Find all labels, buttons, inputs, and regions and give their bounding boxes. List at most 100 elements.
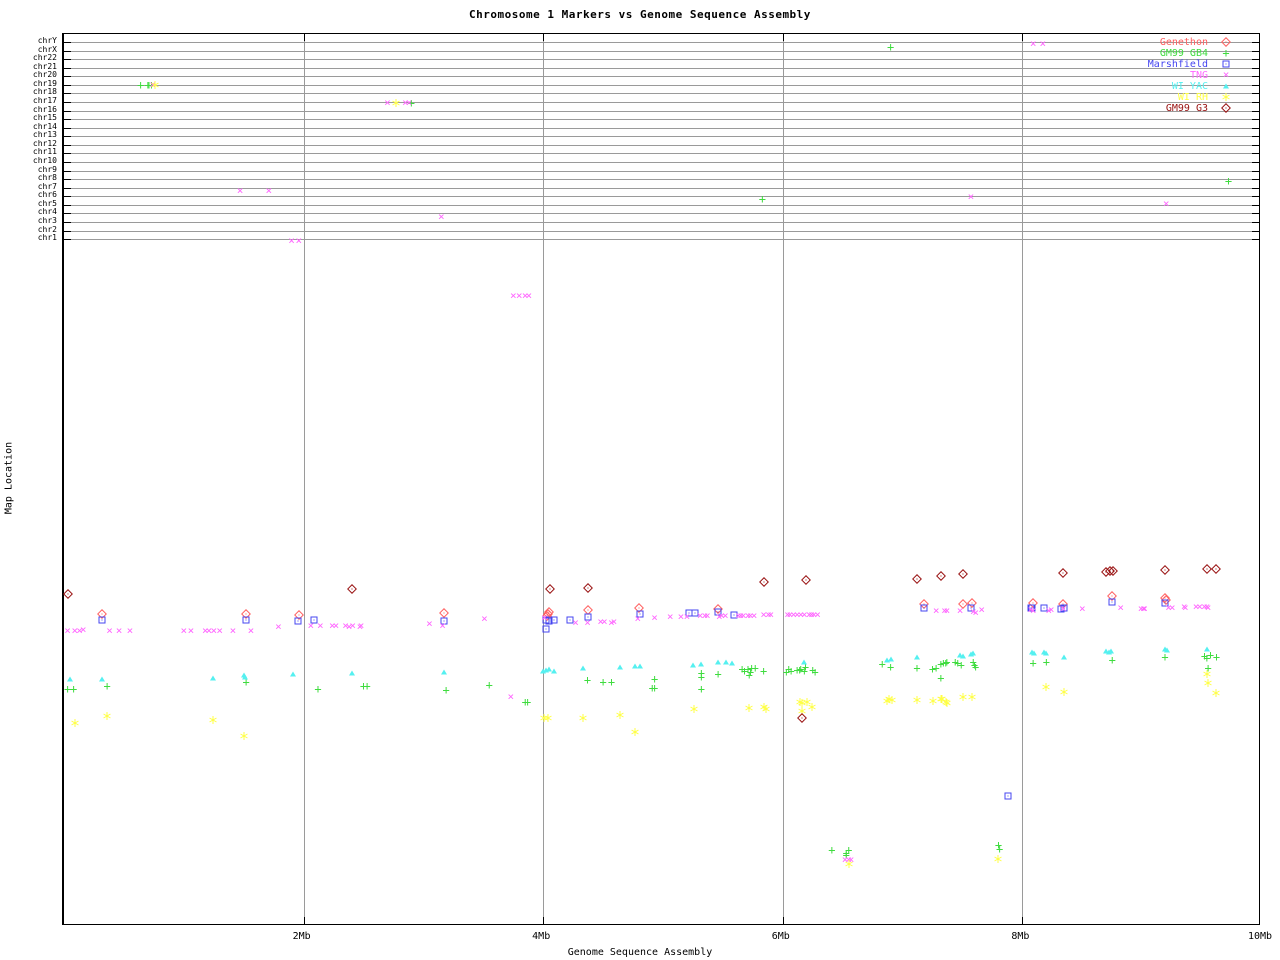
data-point [1045, 683, 1047, 691]
chromosome-gridline [64, 187, 1259, 189]
data-point: × [509, 289, 517, 302]
data-point: × [106, 624, 113, 637]
data-point: + [650, 681, 659, 695]
data-point [1028, 604, 1036, 612]
data-point: + [751, 661, 759, 675]
data-point: + [994, 838, 1003, 852]
data-point: × [608, 616, 615, 629]
data-point: × [597, 615, 605, 628]
data-point [1058, 568, 1069, 578]
data-point: × [683, 610, 691, 623]
data-point: × [265, 184, 273, 197]
data-point [1215, 689, 1217, 697]
data-point [243, 732, 245, 740]
data-point: × [784, 608, 791, 621]
data-point [616, 664, 623, 670]
data-point [698, 661, 705, 667]
legend-label-genethon: Genethon [1159, 37, 1208, 48]
chromosome-gridline [64, 153, 1259, 155]
y-axis-row-label: chr19 [32, 78, 57, 88]
data-point: × [969, 605, 977, 618]
data-point [440, 669, 447, 675]
data-point [748, 704, 750, 712]
data-point: + [828, 843, 836, 857]
y-axis-tick [1252, 110, 1259, 112]
data-point: × [357, 619, 365, 632]
data-point [962, 693, 963, 701]
data-point [99, 676, 106, 682]
data-point: × [1162, 197, 1170, 210]
data-point [209, 675, 216, 681]
x-gridline [543, 34, 545, 924]
legend-label-gm99-gb4: GM99 GB4 [1159, 48, 1208, 59]
y-axis-tick [1252, 196, 1259, 198]
data-point [970, 650, 977, 656]
data-point: + [748, 661, 756, 675]
data-point [619, 711, 621, 719]
legend-marker-icon [1222, 60, 1230, 68]
data-point: + [485, 678, 493, 692]
data-point: + [758, 192, 767, 206]
data-point [946, 699, 948, 707]
data-point: × [329, 619, 336, 632]
data-point [632, 663, 639, 669]
y-axis-tick [64, 76, 71, 78]
data-point: × [295, 234, 303, 247]
legend-label-wi-yac: WI YAC [1171, 81, 1208, 92]
data-point [395, 99, 397, 107]
data-point: × [701, 609, 709, 622]
y-axis-tick [1252, 119, 1259, 121]
data-point: + [932, 661, 940, 675]
data-point: × [236, 184, 244, 197]
data-point: + [1203, 651, 1211, 665]
data-point: × [790, 608, 797, 621]
x-gridline [303, 34, 305, 924]
data-point: × [525, 289, 533, 302]
data-point: × [718, 609, 725, 622]
x-gridline [1022, 34, 1024, 924]
y-axis-tick [1252, 93, 1259, 95]
x-axis-tick [543, 917, 545, 924]
data-point: × [515, 289, 523, 302]
data-point: + [800, 664, 808, 678]
y-axis-tick [1252, 162, 1259, 163]
y-axis-tick [64, 136, 71, 138]
y-axis-row-label: chrY [37, 36, 57, 45]
data-point [346, 584, 357, 594]
data-point: × [402, 96, 409, 109]
data-point: + [842, 846, 850, 860]
data-point: + [407, 96, 416, 110]
legend-marker-icon [1223, 83, 1229, 89]
data-point: × [481, 612, 488, 625]
data-point [887, 656, 894, 662]
data-point [212, 716, 214, 724]
data-point [1211, 564, 1222, 574]
legend-label-gm99-g3: GM99 G3 [1165, 103, 1208, 114]
data-point: × [76, 624, 83, 637]
data-point [1043, 650, 1050, 656]
data-point: × [666, 610, 674, 623]
data-point: × [841, 853, 849, 866]
data-point: × [205, 624, 213, 637]
data-point: × [1117, 601, 1124, 614]
y-axis-row-label: chr16 [32, 104, 57, 114]
data-point [715, 659, 722, 665]
data-point: × [760, 608, 767, 621]
data-point: × [1196, 600, 1204, 613]
chromosome-gridline [64, 204, 1259, 206]
x-axis-tick [543, 34, 545, 41]
data-point: + [714, 667, 722, 681]
y-axis-tick [64, 162, 71, 163]
data-point [582, 714, 584, 722]
data-point: + [697, 670, 705, 684]
y-axis-row-label: chr8 [37, 173, 57, 183]
data-point: × [793, 608, 801, 621]
chromosome-gridline [64, 170, 1259, 172]
data-point: × [610, 615, 618, 628]
data-point: × [405, 96, 413, 109]
data-point: + [103, 679, 111, 693]
chromosome-gridline [64, 102, 1259, 103]
data-point: + [137, 78, 145, 92]
data-point [584, 613, 592, 621]
data-point [545, 584, 556, 594]
